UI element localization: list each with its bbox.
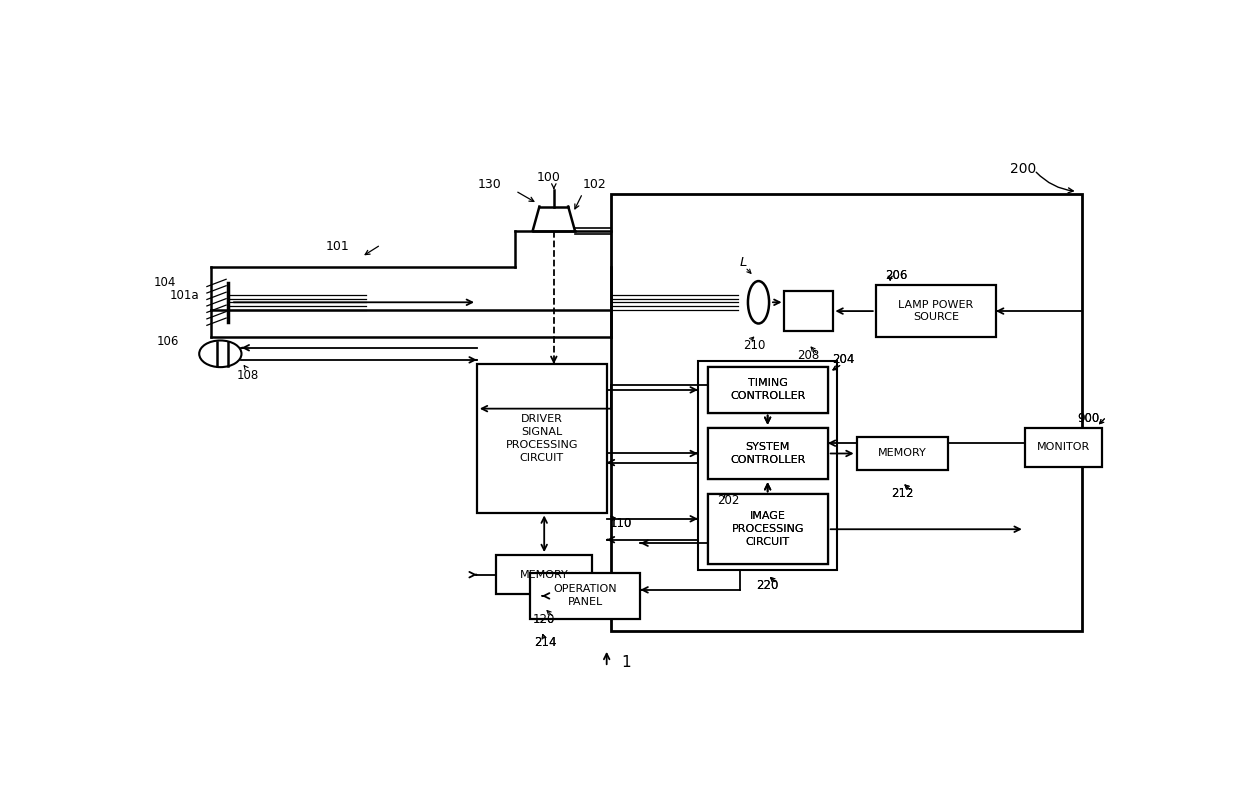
- Text: 204: 204: [832, 353, 854, 366]
- FancyBboxPatch shape: [496, 555, 593, 594]
- Text: 104: 104: [154, 275, 176, 289]
- Text: 206: 206: [885, 269, 908, 283]
- Text: 200: 200: [1011, 162, 1037, 176]
- Text: LAMP POWER
SOURCE: LAMP POWER SOURCE: [898, 300, 973, 323]
- FancyBboxPatch shape: [875, 286, 996, 337]
- Text: SYSTEM
CONTROLLER: SYSTEM CONTROLLER: [730, 442, 805, 465]
- Text: 108: 108: [237, 369, 259, 382]
- Text: DRIVER
SIGNAL
PROCESSING
CIRCUIT: DRIVER SIGNAL PROCESSING CIRCUIT: [506, 414, 578, 463]
- Text: 900: 900: [1078, 412, 1100, 425]
- Text: IMAGE
PROCESSING
CIRCUIT: IMAGE PROCESSING CIRCUIT: [732, 512, 804, 547]
- Text: MEMORY: MEMORY: [520, 570, 569, 580]
- Text: 202: 202: [717, 494, 739, 508]
- Text: L: L: [739, 256, 746, 269]
- Text: MEMORY: MEMORY: [878, 449, 926, 459]
- Text: 204: 204: [832, 353, 854, 366]
- Text: 110: 110: [610, 517, 632, 530]
- Text: 100: 100: [537, 171, 560, 183]
- Text: TIMING
CONTROLLER: TIMING CONTROLLER: [730, 379, 805, 401]
- Text: 210: 210: [744, 338, 766, 352]
- FancyBboxPatch shape: [708, 367, 828, 412]
- Text: 214: 214: [534, 636, 557, 648]
- FancyBboxPatch shape: [698, 361, 837, 570]
- Text: IMAGE
PROCESSING
CIRCUIT: IMAGE PROCESSING CIRCUIT: [732, 512, 804, 547]
- FancyBboxPatch shape: [708, 494, 828, 564]
- Text: TIMING
CONTROLLER: TIMING CONTROLLER: [730, 379, 805, 401]
- Text: 900: 900: [1078, 412, 1100, 425]
- Text: 208: 208: [797, 349, 820, 362]
- FancyBboxPatch shape: [529, 573, 640, 619]
- FancyBboxPatch shape: [857, 437, 947, 470]
- FancyBboxPatch shape: [477, 364, 606, 512]
- Text: 130: 130: [477, 179, 501, 191]
- FancyBboxPatch shape: [708, 427, 828, 479]
- FancyBboxPatch shape: [611, 194, 1083, 630]
- Text: 220: 220: [756, 579, 779, 593]
- Text: 110: 110: [610, 517, 632, 530]
- Text: 101: 101: [326, 240, 350, 253]
- Text: 120: 120: [533, 612, 556, 626]
- FancyBboxPatch shape: [708, 367, 828, 412]
- Text: 202: 202: [717, 494, 739, 508]
- FancyBboxPatch shape: [708, 494, 828, 564]
- FancyBboxPatch shape: [1024, 427, 1101, 467]
- Text: 212: 212: [890, 487, 914, 500]
- Text: OPERATION
PANEL: OPERATION PANEL: [553, 585, 616, 608]
- FancyBboxPatch shape: [785, 291, 832, 331]
- FancyBboxPatch shape: [708, 427, 828, 479]
- Text: 1: 1: [621, 656, 631, 671]
- Text: 102: 102: [583, 179, 606, 191]
- Text: 206: 206: [885, 269, 908, 283]
- Text: 212: 212: [890, 487, 914, 500]
- Text: 101a: 101a: [170, 289, 200, 302]
- Text: 106: 106: [156, 335, 179, 348]
- Text: 120: 120: [533, 612, 556, 626]
- Text: 214: 214: [534, 636, 557, 648]
- Text: SYSTEM
CONTROLLER: SYSTEM CONTROLLER: [730, 442, 805, 465]
- Text: 220: 220: [756, 579, 779, 593]
- Text: MONITOR: MONITOR: [1037, 442, 1090, 453]
